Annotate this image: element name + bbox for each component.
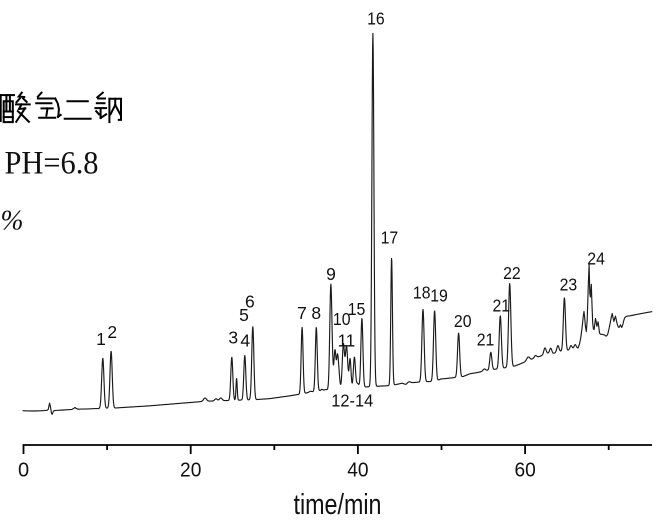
svg-text:8: 8 [311, 303, 321, 323]
svg-text:PH=6.8: PH=6.8 [5, 146, 99, 182]
svg-text:24: 24 [587, 248, 605, 268]
svg-text:20: 20 [180, 460, 201, 482]
svg-text:4: 4 [240, 330, 250, 350]
svg-text:19: 19 [430, 285, 448, 305]
svg-text:16: 16 [367, 8, 385, 28]
svg-text:9: 9 [326, 264, 336, 284]
svg-text:3: 3 [228, 328, 238, 348]
svg-text:6: 6 [245, 292, 255, 312]
svg-text:60: 60 [514, 460, 535, 482]
svg-text:12-14: 12-14 [331, 391, 373, 411]
svg-text:21: 21 [493, 296, 511, 316]
svg-text:21: 21 [477, 330, 495, 350]
svg-text:20: 20 [454, 311, 472, 331]
svg-text:11: 11 [338, 330, 356, 350]
svg-text:23: 23 [560, 275, 578, 295]
svg-text:7: 7 [297, 303, 307, 323]
svg-text:10: 10 [333, 309, 351, 329]
svg-text:18: 18 [413, 282, 431, 302]
svg-text:22: 22 [503, 263, 521, 283]
svg-text:2: 2 [107, 322, 117, 342]
svg-text:15: 15 [348, 299, 366, 319]
svg-text:17: 17 [381, 228, 399, 248]
svg-text:%: % [1, 205, 24, 237]
svg-text:40: 40 [347, 460, 368, 482]
svg-text:time/min: time/min [294, 489, 382, 521]
svg-text:1: 1 [96, 329, 106, 349]
svg-text:0: 0 [18, 460, 29, 482]
svg-text:5: 5 [239, 305, 249, 325]
